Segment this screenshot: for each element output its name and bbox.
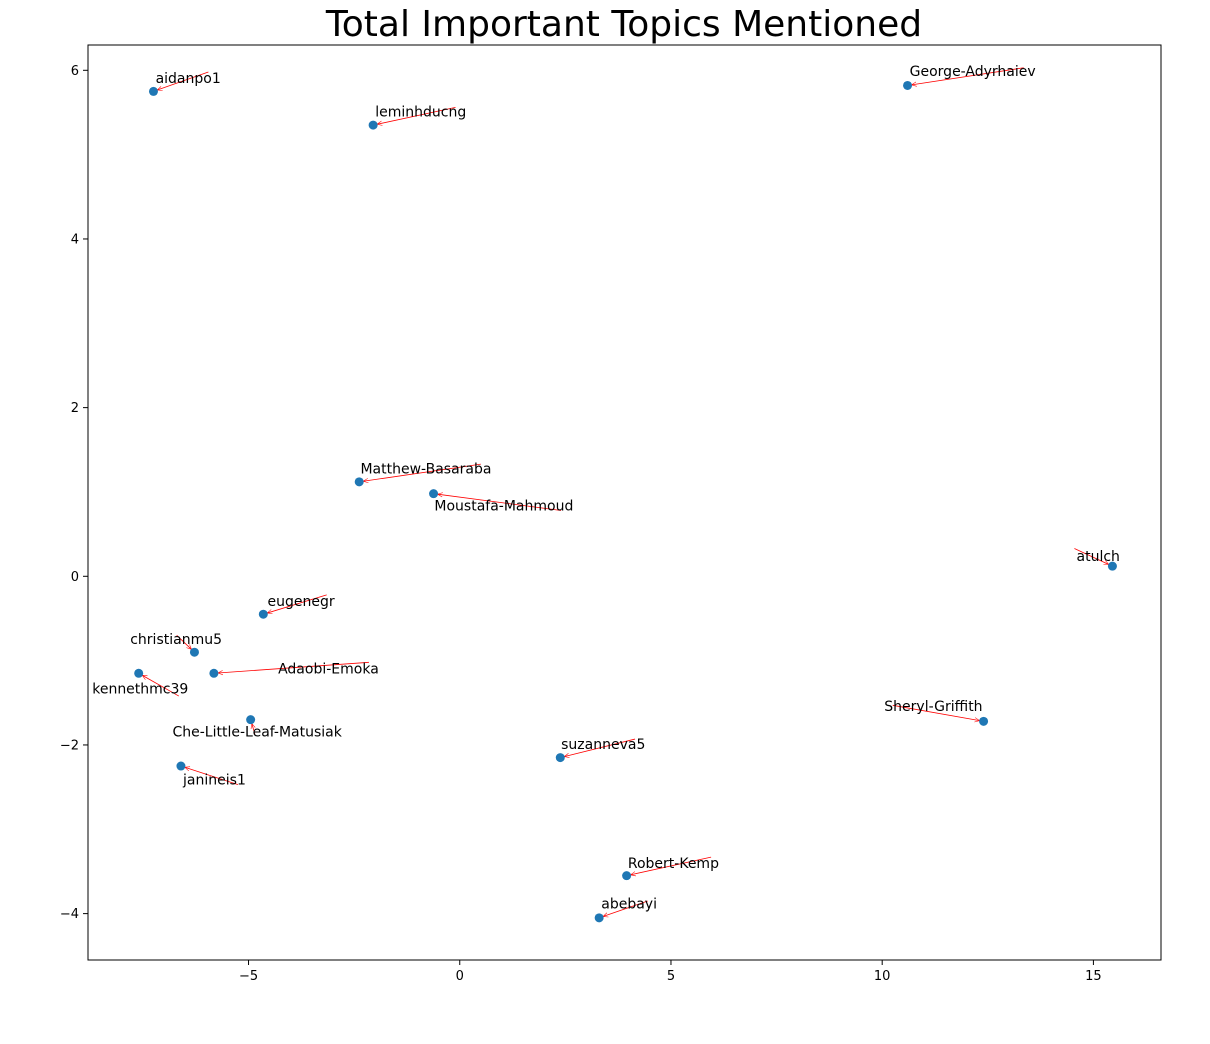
points-layer <box>134 80 1117 923</box>
plot-frame <box>87 44 1162 961</box>
scatter-point <box>622 871 632 881</box>
point-label: aidanpo1 <box>156 71 221 87</box>
point-label: Robert-Kemp <box>628 856 719 872</box>
point-label: Sheryl-Griffith <box>884 699 982 715</box>
x-tick-label: 10 <box>874 969 891 984</box>
scatter-point <box>555 753 565 763</box>
annotation-arrow <box>377 107 456 124</box>
x-tick-label: −5 <box>239 969 258 984</box>
scatter-point <box>209 668 219 678</box>
point-label: kennethmc39 <box>92 682 188 698</box>
y-tick-label: 4 <box>71 232 79 247</box>
scatter-point <box>1107 561 1117 571</box>
scatter-point <box>594 913 604 923</box>
point-label: atulch <box>1077 549 1120 565</box>
point-label: abebayi <box>601 897 657 913</box>
point-label: leminhducng <box>375 105 466 121</box>
scatter-point <box>148 86 158 96</box>
annotation-arrow <box>911 67 1024 85</box>
annotation-arrow <box>892 704 980 720</box>
annotation-arrow <box>603 900 648 917</box>
y-tick-label: 0 <box>71 570 79 585</box>
scatter-point <box>176 761 186 771</box>
y-tick-label: 6 <box>71 64 79 79</box>
annotation-arrow <box>142 674 180 697</box>
axes-layer: −5 0 5 10 15 −4 −2 0 2 4 6 <box>60 44 1162 984</box>
point-label: Moustafa-Mahmoud <box>434 499 573 515</box>
point-label: suzanneva5 <box>561 737 645 753</box>
annotation-arrow <box>252 723 255 735</box>
x-tick-label: 5 <box>667 969 675 984</box>
point-label: Matthew-Basaraba <box>360 461 491 477</box>
annotation-arrow <box>218 661 369 673</box>
scatter-point <box>368 120 378 130</box>
annotation-arrow <box>631 856 712 875</box>
point-label: janineis1 <box>182 773 246 789</box>
y-tick-label: 2 <box>71 401 79 416</box>
annotation-arrow <box>185 767 239 785</box>
y-tick-label: −2 <box>60 738 79 753</box>
point-label: eugenegr <box>268 594 335 610</box>
annotation-arrow <box>176 635 192 649</box>
scatter-point <box>134 668 144 678</box>
annotation-arrow <box>564 738 636 757</box>
arrows-layer <box>142 67 1109 917</box>
scatter-point <box>189 647 199 657</box>
point-label: George-Adyrhaiev <box>910 64 1036 80</box>
chart-title: Total Important Topics Mentioned <box>325 4 922 45</box>
annotation-arrow <box>267 594 327 613</box>
point-label: Adaobi-Emoka <box>278 661 379 677</box>
annotation-arrow <box>1074 548 1108 565</box>
scatter-point <box>246 715 256 725</box>
x-tick-label: 0 <box>456 969 464 984</box>
scatter-point <box>258 609 268 619</box>
y-tick-label: −4 <box>60 907 79 922</box>
scatter-point <box>354 477 364 487</box>
scatter-point <box>429 489 439 499</box>
point-label: christianmu5 <box>130 632 222 648</box>
point-label: Che-Little-Leaf-Matusiak <box>172 725 342 741</box>
annotation-arrow <box>157 71 209 90</box>
scatter-point <box>903 80 913 90</box>
scatter-point <box>979 716 989 726</box>
annotation-arrow <box>363 463 481 481</box>
x-tick-label: 15 <box>1085 969 1102 984</box>
labels-layer: aidanpo1 leminhducng George-Adyrhaiev Matth… <box>92 64 1120 912</box>
annotation-arrow <box>438 494 562 511</box>
